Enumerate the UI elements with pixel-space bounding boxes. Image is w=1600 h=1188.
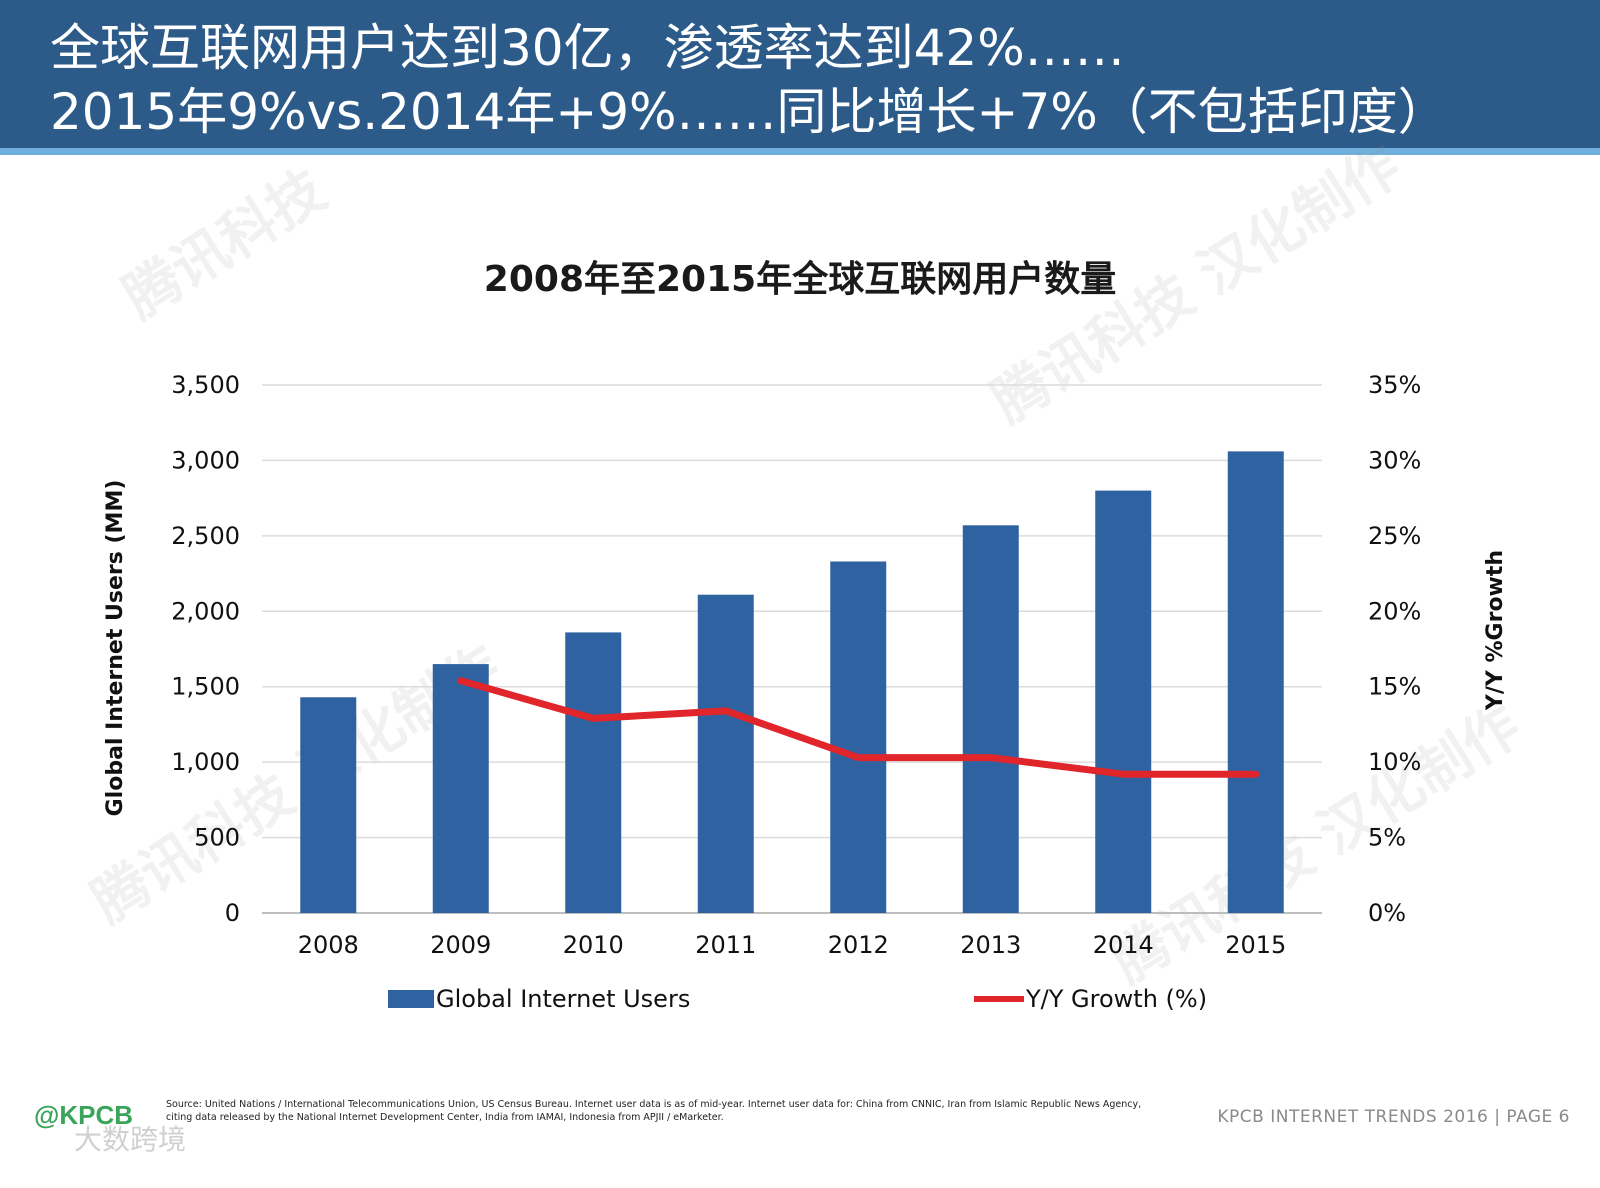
bar xyxy=(1227,451,1284,913)
y2-tick-label: 20% xyxy=(1368,597,1421,625)
logo-text: KPCB xyxy=(59,1100,134,1130)
chart-area: 0 500 1,000 1,500 2,000 2,500 3,000 3,500 0% 5% 1… xyxy=(103,371,1508,959)
source-note: Source: United Nations / International T… xyxy=(166,1099,1142,1123)
x-tick-label: 2010 xyxy=(563,931,624,959)
legend-growth-label: Y/Y Growth (%) xyxy=(1026,985,1208,1013)
legend-users-label: Global Internet Users xyxy=(436,985,691,1013)
bar xyxy=(565,632,622,913)
growth-point xyxy=(1253,772,1258,777)
watermark-bottom: 大数跨境 xyxy=(74,1123,187,1156)
left-axis-ticks: 0 500 1,000 1,500 2,000 2,500 3,000 3,500 xyxy=(171,371,240,927)
right-axis-ticks: 0% 5% 10% 15% 20% 25% 30% 35% xyxy=(1368,371,1421,927)
y2-tick-label: 25% xyxy=(1368,522,1421,550)
headline-line-2: 2015年9%vs.2014年+9%……同比增长+7%（不包括印度） xyxy=(50,83,1448,141)
chart-legend: Global Internet Users Y/Y Growth (%) xyxy=(0,985,1600,1035)
growth-point xyxy=(856,755,861,760)
growth-point xyxy=(723,708,728,713)
growth-line-series xyxy=(457,677,1260,778)
kpcb-logo: @KPCB xyxy=(34,1100,134,1130)
x-tick-label: 2009 xyxy=(430,931,491,959)
x-tick-label: 2015 xyxy=(1225,931,1286,959)
y2-tick-label: 10% xyxy=(1368,748,1421,776)
y-tick-label: 2,000 xyxy=(171,597,240,625)
y-tick-label: 0 xyxy=(225,899,240,927)
legend-line-swatch xyxy=(974,996,1024,1002)
legend-item-users: Global Internet Users xyxy=(388,985,690,1013)
x-tick-label: 2008 xyxy=(298,931,359,959)
page-footer: KPCB INTERNET TRENDS 2016 | PAGE 6 xyxy=(1217,1107,1570,1127)
growth-point xyxy=(591,716,596,721)
y2-tick-label: 30% xyxy=(1368,446,1421,474)
y-tick-label: 1,500 xyxy=(171,673,240,701)
headline-line-1: 全球互联网用户达到30亿，渗透率达到42%…… xyxy=(50,19,1125,77)
y2-tick-label: 35% xyxy=(1368,371,1421,399)
x-tick-label: 2011 xyxy=(695,931,756,959)
bar-series xyxy=(300,451,1284,913)
x-tick-label: 2013 xyxy=(960,931,1021,959)
y2-axis-label: Y/Y %Growth xyxy=(1483,550,1508,711)
legend-item-growth: Y/Y Growth (%) xyxy=(974,985,1207,1013)
header-banner: 全球互联网用户达到30亿，渗透率达到42%…… 2015年9%vs.2014年+… xyxy=(0,0,1600,155)
y-tick-label: 2,500 xyxy=(171,522,240,550)
y-tick-label: 500 xyxy=(194,824,240,852)
x-tick-label: 2012 xyxy=(828,931,889,959)
x-axis-ticks: 2008 2009 2010 2011 2012 2013 2014 2015 xyxy=(298,931,1287,959)
bar xyxy=(432,664,489,913)
bar xyxy=(830,561,887,913)
bar xyxy=(962,525,1019,913)
y2-tick-label: 0% xyxy=(1368,899,1406,927)
legend-bar-swatch xyxy=(388,990,434,1008)
y2-tick-label: 5% xyxy=(1368,824,1406,852)
y-tick-label: 3,000 xyxy=(171,446,240,474)
y-tick-label: 1,000 xyxy=(171,748,240,776)
y-axis-label: Global Internet Users (MM) xyxy=(103,480,128,817)
x-tick-label: 2014 xyxy=(1093,931,1154,959)
bar xyxy=(300,697,357,913)
chart-title: 2008年至2015年全球互联网用户数量 xyxy=(483,259,1117,300)
gridlines xyxy=(262,384,1322,914)
growth-point xyxy=(1121,772,1126,777)
y-tick-label: 3,500 xyxy=(171,371,240,399)
growth-point xyxy=(458,678,463,683)
bar xyxy=(697,594,754,913)
y2-tick-label: 15% xyxy=(1368,673,1421,701)
growth-point xyxy=(988,755,993,760)
bar xyxy=(1095,490,1152,913)
